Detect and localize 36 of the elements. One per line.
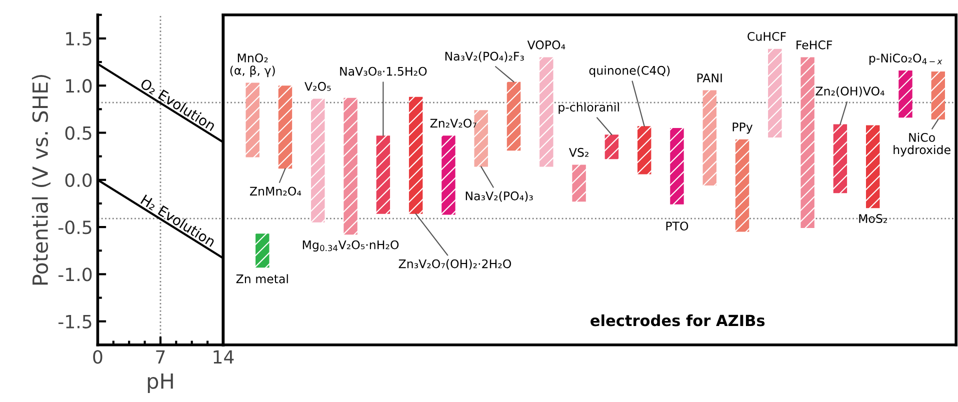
series-label: Zn metal: [236, 274, 288, 284]
category-label: NaV₃O₈·1.5H₂O: [340, 66, 427, 76]
category-label: Mg$_{0.34}$V₂O₅·nH₂O: [302, 240, 399, 252]
category-label: MnO₂ (α, β, γ): [230, 53, 275, 78]
category-label: PANI: [697, 74, 722, 82]
category-label: p-chloranil: [558, 102, 619, 114]
category-label: MoS₂: [859, 214, 887, 223]
category-label: Na₃V₂(PO₄)₂F₃: [445, 52, 524, 62]
x-tick-label: 0: [93, 350, 102, 364]
category-label: p-NiCo₂O$_{4−x}$: [869, 53, 942, 65]
y-tick-label: 0.0: [65, 173, 92, 188]
y-tick-label: 1.5: [66, 32, 92, 46]
category-label: NiCo hydroxide: [894, 132, 950, 156]
category-label: VOPO₄: [527, 40, 566, 50]
y-tick-label: -1.0: [58, 268, 92, 282]
category-label: PPy: [732, 122, 753, 134]
category-label: PTO: [666, 222, 688, 231]
x-axis-title: pH: [148, 373, 173, 393]
y-tick-label: -1.5: [58, 315, 92, 328]
y-tick-label: 0.5: [65, 126, 92, 140]
category-label: ZnMn₂O₄: [250, 186, 302, 196]
category-label: quinone(C4Q): [589, 66, 670, 78]
x-tick-label: 14: [214, 350, 234, 364]
category-label: VS₂: [568, 148, 588, 157]
category-label: FeHCF: [796, 40, 832, 50]
category-label: V₂O₅: [304, 82, 331, 91]
category-label: Zn₃V₂O₇(OH)₂·2H₂O: [398, 259, 512, 270]
category-label: Na₃V₂(PO₄)₃: [466, 191, 533, 202]
y-tick-label: 1.0: [66, 79, 92, 93]
annotation: electrodes for AZIBs: [590, 314, 765, 326]
category-label: CuHCF: [748, 32, 786, 41]
category-label: Zn₂(OH)VO₄: [816, 86, 884, 97]
category-label: Zn₂V₂O₇: [430, 118, 476, 128]
y-tick-label: -0.5: [58, 220, 92, 234]
y-axis-title: Potential (V vs. SHE): [32, 74, 50, 285]
x-tick-label: 7: [156, 350, 165, 364]
